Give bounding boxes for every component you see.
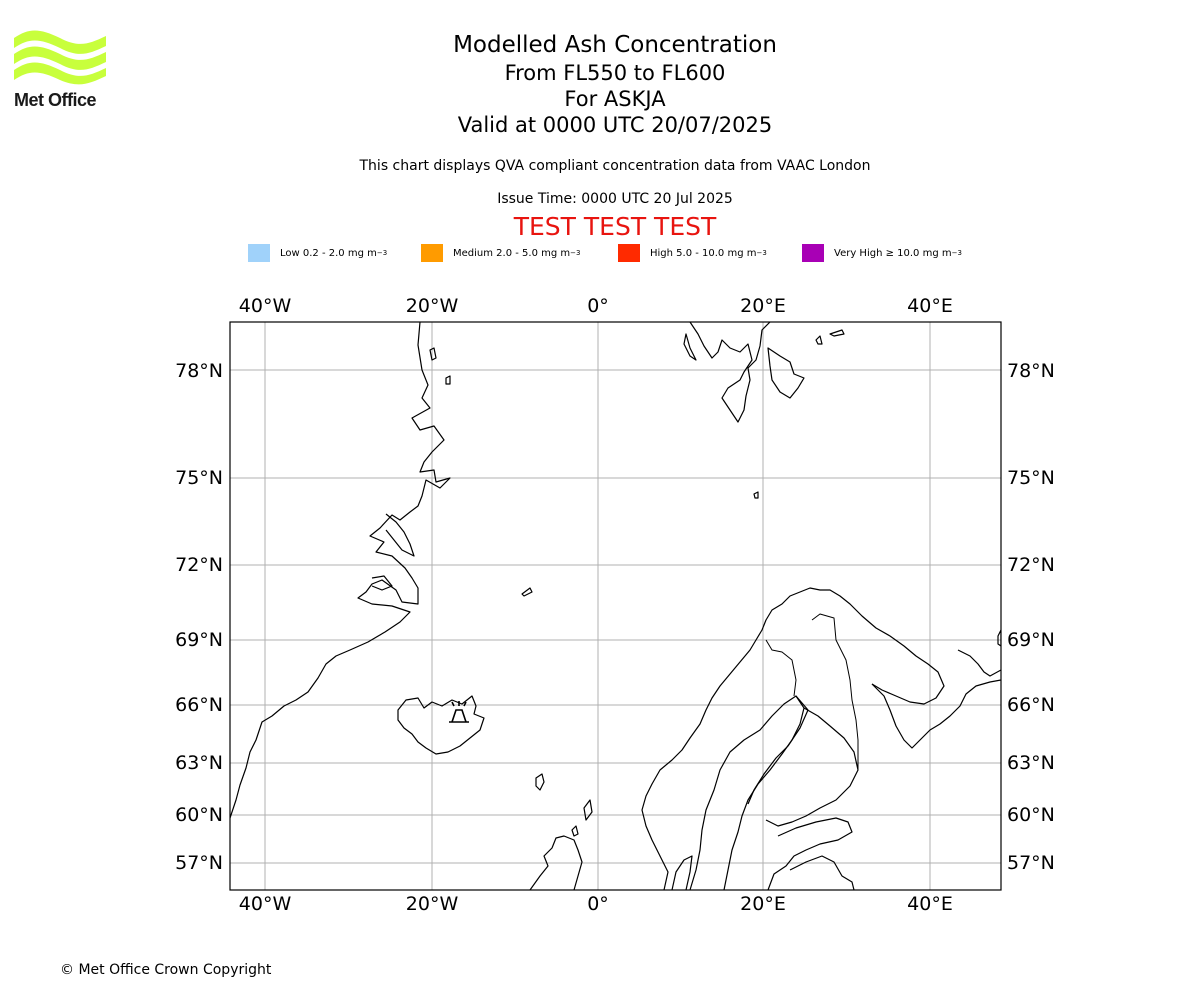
legend-medium: Medium 2.0 - 5.0 mg m −3 [421, 244, 580, 262]
svalbard-coast [689, 322, 771, 423]
lat-tick-left-4: 69°N [175, 629, 223, 651]
lat-tick-right-1: 78°N [1007, 360, 1055, 382]
legend-label-low: Low 0.2 - 2.0 mg m [280, 247, 377, 259]
concentration-legend: Low 0.2 - 2.0 mg m −3 Medium 2.0 - 5.0 mg… [0, 244, 1200, 264]
greenland-inlet-1 [385, 513, 415, 557]
lon-tick-top-2: 20°W [406, 295, 459, 317]
gulf-of-finland [767, 817, 853, 890]
legend-label-very-high: Very High ≥ 10.0 mg m [834, 247, 952, 259]
title-levels: From FL550 to FL600 [504, 61, 726, 85]
lat-tick-right-3: 72°N [1007, 554, 1055, 576]
orkney [571, 825, 579, 837]
finland-coast [765, 707, 859, 827]
lon-tick-bottom-4: 20°E [740, 893, 786, 915]
shetland [583, 799, 593, 821]
white-sea [957, 649, 1001, 677]
map-frame [229, 321, 1002, 891]
kvitoya [829, 329, 845, 337]
legend-swatch-medium [421, 244, 443, 262]
issue-time: Issue Time: 0000 UTC 20 Jul 2025 [497, 191, 733, 207]
norway-coast [641, 587, 945, 890]
logo-text: Met Office [14, 90, 97, 110]
legend-swatch-low [248, 244, 270, 262]
lat-tick-right-8: 57°N [1007, 852, 1055, 874]
lon-tick-top-4: 20°E [740, 295, 786, 317]
novaya-zemlya-tip [997, 629, 1001, 647]
legend-exp-medium: −3 [570, 249, 581, 257]
title-valid-time: Valid at 0000 UTC 20/07/2025 [457, 113, 773, 137]
lat-tick-left-1: 78°N [175, 360, 223, 382]
legend-label-medium: Medium 2.0 - 5.0 mg m [453, 247, 571, 259]
svalbard-islet [815, 335, 823, 345]
legend-exp-very-high: −3 [951, 249, 962, 257]
chart-titles: Modelled Ash Concentration From FL550 to… [0, 30, 1200, 138]
bear-island [753, 491, 759, 499]
sweden-coast [689, 695, 805, 890]
lat-tick-left-7: 60°N [175, 804, 223, 826]
lat-tick-right-7: 60°N [1007, 804, 1055, 826]
greenland-coast [230, 322, 451, 819]
scotland-coast [529, 835, 583, 890]
coastlines [230, 322, 1001, 890]
met-office-wave-icon [14, 30, 106, 85]
iceland-coast [397, 695, 485, 755]
met-office-logo: Met Office [14, 30, 109, 112]
legend-high: High 5.0 - 10.0 mg m −3 [618, 244, 767, 262]
legend-label-high: High 5.0 - 10.0 mg m [650, 247, 757, 259]
lon-tick-bottom-3: 0° [587, 893, 609, 915]
lat-tick-left-3: 72°N [175, 554, 223, 576]
svalbard-west [683, 333, 697, 361]
lat-tick-left-2: 75°N [175, 467, 223, 489]
greenland-inlet-2 [371, 575, 393, 591]
jan-mayen [521, 587, 533, 597]
lat-tick-left-5: 66°N [175, 694, 223, 716]
lat-tick-right-6: 63°N [1007, 752, 1055, 774]
lon-tick-bottom-1: 40°W [239, 893, 292, 915]
map-gridlines [230, 322, 1001, 890]
greenland-islet-2 [429, 347, 437, 361]
volcano-icon [449, 701, 469, 723]
lat-tick-right-4: 69°N [1007, 629, 1055, 651]
lat-tick-left-6: 63°N [175, 752, 223, 774]
legend-swatch-very-high [802, 244, 824, 262]
greenland-islet [445, 375, 451, 385]
lat-tick-left-8: 57°N [175, 852, 223, 874]
chart-description: This chart displays QVA compliant concen… [359, 158, 871, 174]
lon-tick-top-5: 40°E [907, 295, 953, 317]
test-banner: TEST TEST TEST [513, 212, 717, 241]
title-volcano: For ASKJA [564, 87, 666, 111]
lon-tick-bottom-5: 40°E [907, 893, 953, 915]
finland-norway-border [811, 613, 859, 770]
legend-very-high: Very High ≥ 10.0 mg m −3 [802, 244, 962, 262]
faroe-islands [535, 773, 545, 791]
legend-exp-high: −3 [756, 249, 767, 257]
baltic-states [789, 855, 855, 890]
lon-tick-top-1: 40°W [239, 295, 292, 317]
title-main: Modelled Ash Concentration [453, 32, 777, 58]
legend-low: Low 0.2 - 2.0 mg m −3 [248, 244, 387, 262]
lon-tick-top-3: 0° [587, 295, 609, 317]
lon-tick-bottom-2: 20°W [406, 893, 459, 915]
legend-exp-low: −3 [376, 249, 388, 257]
kola-peninsula [871, 679, 1001, 749]
denmark-coast [671, 855, 693, 890]
norway-sweden-border [765, 639, 797, 697]
lat-tick-right-2: 75°N [1007, 467, 1055, 489]
copyright: © Met Office Crown Copyright [60, 962, 272, 978]
lat-tick-right-5: 66°N [1007, 694, 1055, 716]
nordaustlandet [767, 347, 805, 399]
legend-swatch-high [618, 244, 640, 262]
gulf-of-bothnia [747, 695, 809, 805]
